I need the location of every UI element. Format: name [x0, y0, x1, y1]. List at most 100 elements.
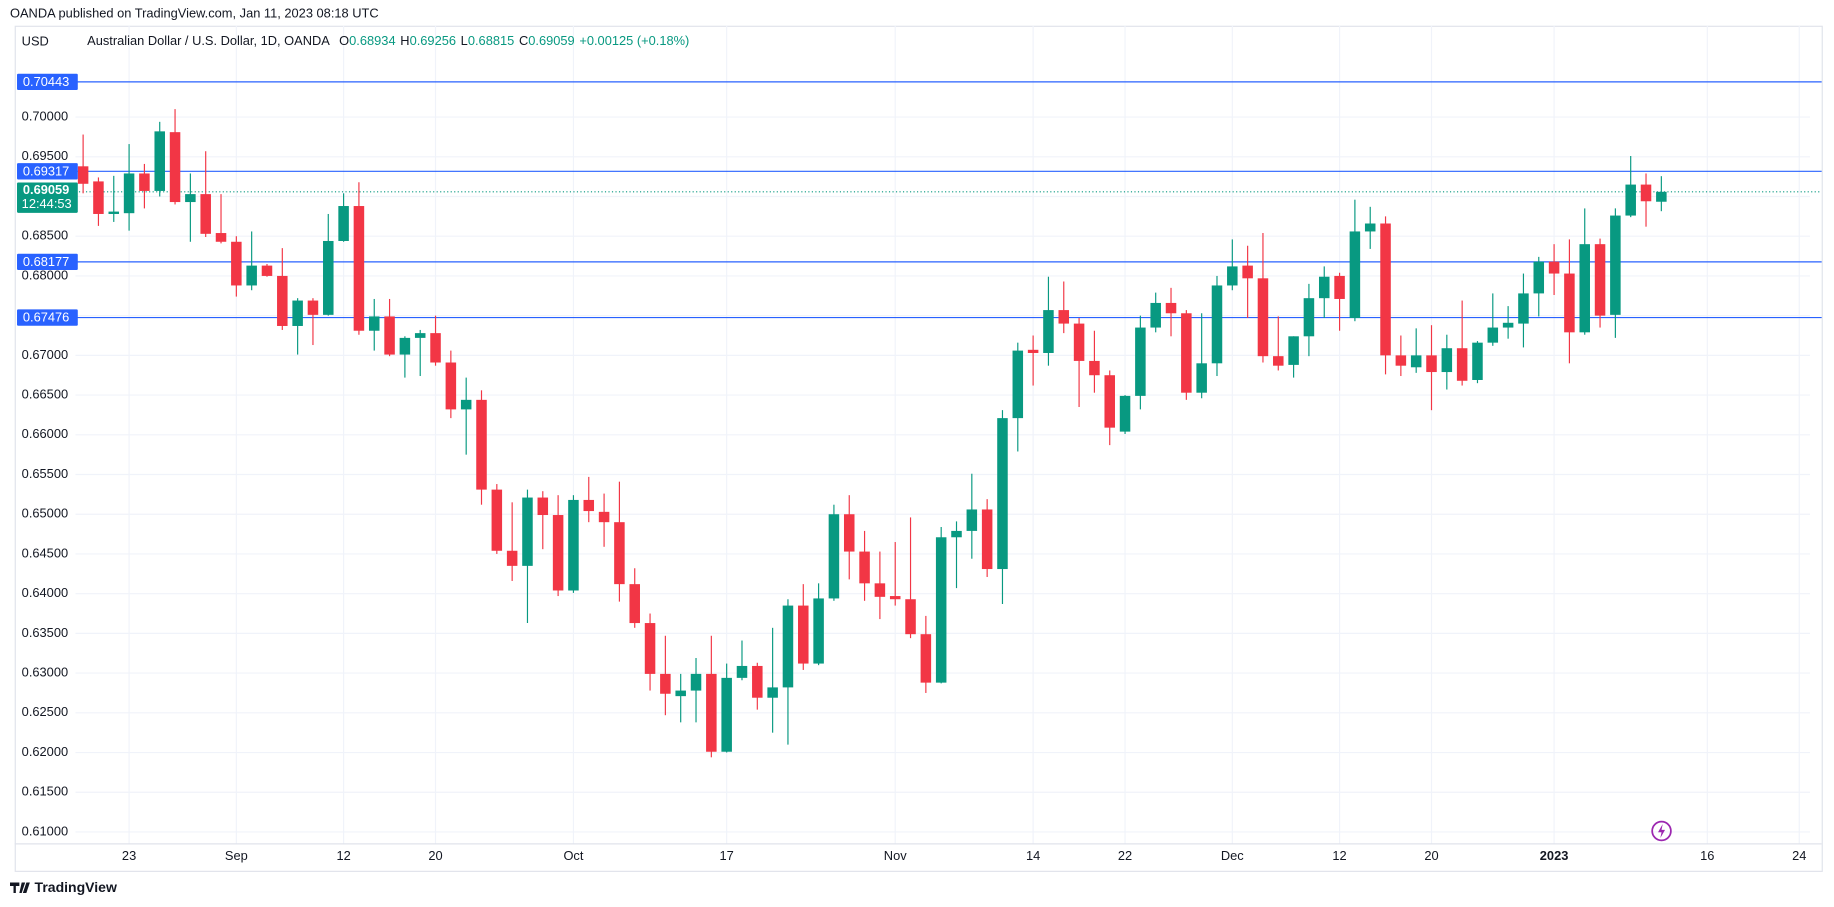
- candle-body: [338, 206, 349, 241]
- candle-body: [231, 241, 242, 286]
- candle-body: [200, 194, 211, 234]
- x-tick-label: Oct: [563, 848, 583, 863]
- x-tick-label: 12: [1332, 848, 1346, 863]
- candle-body: [384, 316, 395, 355]
- candle-body: [905, 599, 916, 635]
- candle-body: [874, 583, 886, 597]
- candle-body: [552, 515, 564, 591]
- candle-body: [261, 265, 273, 276]
- candle-body: [798, 605, 809, 664]
- x-tick-label: 16: [1700, 848, 1714, 863]
- level-badge: [17, 253, 78, 271]
- candle-body: [767, 687, 778, 698]
- candle-body: [1426, 355, 1437, 373]
- x-tick-label: 20: [428, 848, 442, 863]
- legend-value: 0.68815: [468, 33, 514, 48]
- candle-body: [1242, 265, 1253, 279]
- candle-body: [1441, 348, 1453, 373]
- candle-body: [920, 634, 932, 683]
- candle-body: [292, 300, 303, 326]
- candle-body: [1073, 323, 1085, 361]
- candle-body: [1410, 355, 1422, 368]
- candle-body: [1564, 273, 1575, 333]
- candle-body: [598, 511, 610, 523]
- y-tick-label: 0.64500: [22, 545, 68, 560]
- candle-body: [323, 240, 334, 315]
- candle-body: [1502, 322, 1514, 328]
- x-tick-label: 2023: [1540, 848, 1569, 863]
- y-tick-label: 0.66000: [22, 426, 68, 441]
- grid: [75, 25, 1810, 844]
- legend-key: O: [339, 33, 349, 48]
- x-tick-label: 24: [1792, 848, 1806, 863]
- candle-body: [675, 690, 686, 697]
- candle-body: [1150, 302, 1161, 328]
- level-label: 0.70443: [23, 74, 69, 89]
- candle-body: [843, 514, 855, 552]
- candle-body: [414, 333, 426, 338]
- legend: Australian Dollar / U.S. Dollar, 1D, OAN…: [87, 33, 689, 48]
- candle-body: [782, 605, 794, 688]
- candle-body: [1288, 336, 1299, 365]
- candle-body: [1303, 298, 1315, 337]
- candle-body: [981, 509, 993, 570]
- candle-body: [752, 665, 763, 698]
- levels: [75, 81, 1822, 319]
- candle-body: [1135, 327, 1146, 396]
- candle-body: [185, 194, 196, 203]
- legend-key: L: [461, 33, 468, 48]
- candle-body: [307, 300, 319, 315]
- lightning-icon[interactable]: [1651, 820, 1672, 842]
- candle-body: [583, 499, 595, 512]
- candle-body: [1012, 350, 1024, 419]
- y-tick-label: 0.62500: [22, 704, 68, 719]
- candle-body: [629, 584, 640, 624]
- candle-body: [997, 418, 1008, 570]
- candle-body: [660, 673, 671, 694]
- y-tick-label: 0.62000: [22, 744, 68, 759]
- y-tick-label: 0.69500: [22, 148, 68, 163]
- level-badge: [17, 73, 78, 91]
- candle-body: [1058, 310, 1070, 324]
- candle-body: [1196, 363, 1207, 393]
- candle-body: [736, 665, 748, 678]
- level-label: 0.68177: [23, 254, 69, 269]
- candle-body: [1533, 261, 1545, 294]
- candle-body: [430, 333, 441, 363]
- candle-body: [1395, 355, 1407, 366]
- candle-body: [1181, 313, 1192, 393]
- candle-body: [399, 337, 411, 355]
- candle-body: [169, 132, 181, 203]
- candle-body: [1487, 327, 1499, 343]
- candle-body: [614, 522, 625, 585]
- level-label: 0.67476: [23, 310, 69, 325]
- y-tick-label: 0.63000: [22, 664, 68, 679]
- level-badge: [17, 163, 78, 180]
- x-tick-label: 17: [720, 848, 734, 863]
- candle-body: [154, 131, 165, 191]
- candle-body: [522, 497, 533, 566]
- candle-body: [368, 316, 380, 331]
- candle-body: [1043, 310, 1054, 353]
- candle-body: [1273, 356, 1284, 366]
- candle-body: [1364, 223, 1376, 232]
- candle-body: [1548, 261, 1560, 274]
- y-tick-label: 0.63500: [22, 625, 68, 640]
- candle-body: [690, 673, 702, 691]
- candle-body: [93, 181, 104, 214]
- candle-body: [1640, 184, 1652, 202]
- legend-value: 0.69256: [410, 33, 456, 48]
- candle-body: [445, 362, 457, 410]
- candle-body: [706, 673, 717, 752]
- candle-body: [476, 399, 487, 490]
- candle-body: [277, 275, 288, 326]
- chart-frame: [14, 25, 1823, 872]
- countdown-label: 12:44:53: [22, 196, 72, 211]
- y-tick-label: 0.64000: [22, 585, 68, 600]
- candle-body: [1257, 278, 1269, 357]
- y-tick-label: 0.61500: [22, 784, 68, 799]
- published-note: OANDA published on TradingView.com, Jan …: [10, 5, 379, 20]
- axes: 0.61000 0.61500 0.62000 0.62500 0.63000 0.635…: [14, 73, 1822, 863]
- level-label: 0.69317: [23, 163, 69, 178]
- x-tick-label: 14: [1026, 848, 1040, 863]
